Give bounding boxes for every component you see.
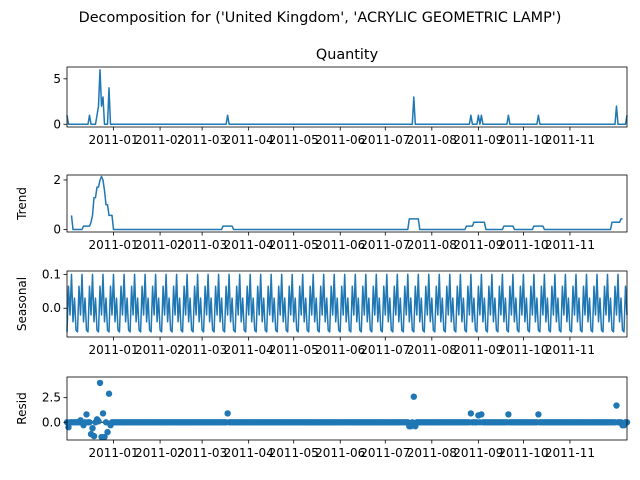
x-tick-label: 2011-02 [135,343,185,357]
y-tick-label: 5 [53,72,61,86]
x-tick-label: 2011-02 [135,446,185,460]
resid-point [90,432,98,440]
observed-line [66,68,628,126]
x-tick-label: 2011-05 [269,446,319,460]
x-tick-label: 2011-09 [453,446,503,460]
x-tick-label: 2011-04 [224,238,274,252]
x-tick-label: 2011-03 [177,238,227,252]
y-tick-label: 2.5 [42,391,61,405]
x-tick-label: 2011-10 [498,343,548,357]
x-tick-label: 2011-06 [315,133,365,147]
panel-seasonal: 0.00.12011-012011-022011-032011-042011-0… [15,267,628,357]
x-tick-label: 2011-09 [453,238,503,252]
x-tick-label: 2011-01 [88,446,138,460]
x-tick-label: 2011-10 [498,238,548,252]
resid-point [96,379,104,387]
x-tick-label: 2011-08 [407,343,457,357]
x-tick-label: 2011-09 [453,133,503,147]
x-tick-label: 2011-07 [360,133,410,147]
x-tick-label: 2011-02 [135,133,185,147]
trend-line [70,175,623,231]
x-tick-label: 2011-02 [135,238,185,252]
y-tick-label: 0.1 [42,267,61,281]
resid-point [467,410,475,417]
panel-observed: 052011-012011-022011-032011-042011-05201… [53,47,628,147]
panels: 052011-012011-022011-032011-042011-05201… [15,47,631,460]
resid-point [105,390,113,397]
y-axis-label: Seasonal [15,277,29,331]
seasonal-line [66,273,628,333]
y-axis-label: Trend [15,187,29,221]
y-tick-label: 0.0 [42,301,61,315]
x-tick-label: 2011-07 [360,343,410,357]
resid-point [535,411,542,418]
x-tick-label: 2011-05 [269,238,319,252]
x-tick-label: 2011-08 [407,133,457,147]
resid-axes-frame [66,376,628,441]
x-tick-label: 2011-11 [545,238,595,252]
resid-point [99,410,107,417]
figure-title: Decomposition for ('United Kingdom', 'AC… [79,10,562,26]
resid-point [505,411,512,418]
x-tick-label: 2011-04 [224,446,274,460]
observed-axes-frame [66,66,628,128]
x-tick-label: 2011-03 [177,133,227,147]
panel-title: Quantity [316,47,379,63]
x-tick-label: 2011-01 [88,238,138,252]
resid-point [95,418,102,425]
x-tick-label: 2011-06 [315,446,365,460]
y-tick-label: 0 [53,117,61,131]
panel-trend: 022011-012011-022011-032011-042011-05201… [15,173,628,252]
y-tick-label: 0.0 [42,415,61,429]
x-tick-label: 2011-06 [315,343,365,357]
x-tick-label: 2011-05 [269,133,319,147]
x-tick-label: 2011-01 [88,133,138,147]
resid-point [104,428,111,436]
panel-resid: 0.02.52011-012011-022011-032011-042011-0… [15,376,631,460]
x-tick-label: 2011-07 [360,446,410,460]
resid-point [224,410,231,417]
x-tick-label: 2011-08 [407,238,457,252]
x-tick-label: 2011-10 [498,133,548,147]
seasonal-axes-frame [66,270,628,338]
x-tick-label: 2011-09 [453,343,503,357]
resid-point [83,411,90,418]
y-tick-label: 2 [53,173,61,187]
x-tick-label: 2011-11 [545,133,595,147]
x-tick-label: 2011-11 [545,343,595,357]
x-tick-label: 2011-03 [177,343,227,357]
resid-point [89,424,96,432]
x-tick-label: 2011-10 [498,446,548,460]
y-tick-label: 0 [53,223,61,237]
x-tick-label: 2011-07 [360,238,410,252]
x-tick-label: 2011-04 [224,133,274,147]
x-tick-label: 2011-01 [88,343,138,357]
resid-point [613,402,620,409]
x-tick-label: 2011-05 [269,343,319,357]
resid-point [86,419,93,426]
resid-point [102,419,110,426]
resid-point [478,411,485,418]
x-tick-label: 2011-11 [545,446,595,460]
resid-point [410,393,418,400]
trend-axes-frame [66,174,628,233]
x-tick-label: 2011-03 [177,446,227,460]
x-tick-label: 2011-08 [407,446,457,460]
resid-point [101,433,108,441]
x-tick-label: 2011-04 [224,343,274,357]
y-axis-label: Resid [15,392,29,424]
x-tick-label: 2011-06 [315,238,365,252]
